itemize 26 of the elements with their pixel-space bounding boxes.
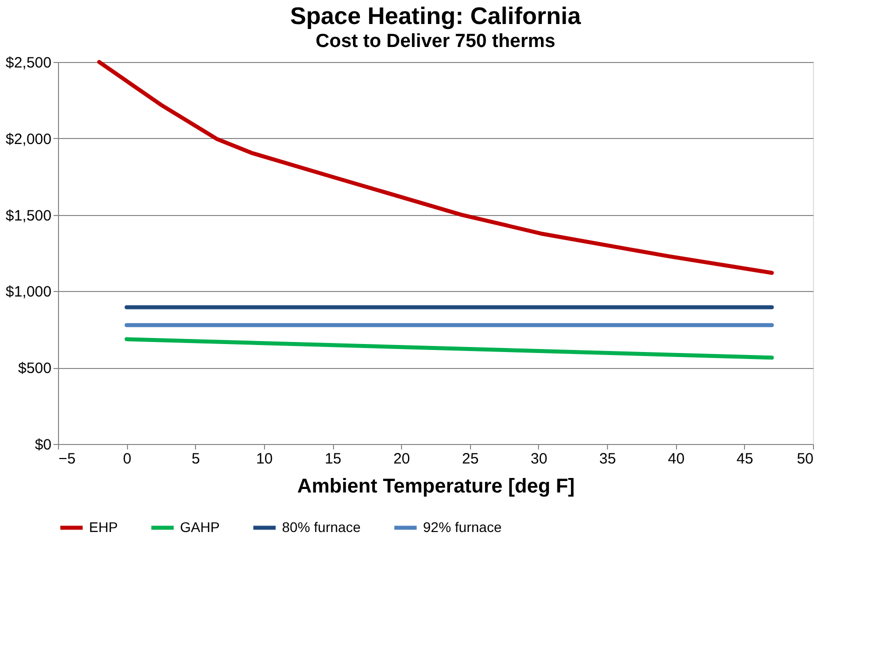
y-tick-label: $1,000	[6, 284, 52, 301]
legend-label: 92% furnace	[423, 518, 502, 535]
x-tick-label: 10	[256, 450, 273, 468]
chart-subtitle: Cost to Deliver 750 therms	[316, 31, 556, 52]
y-tick-label: $1,500	[6, 207, 52, 224]
x-tick-label: 15	[324, 450, 342, 468]
x-tick-label: 45	[736, 450, 754, 468]
y-tick-label: $2,000	[6, 130, 52, 148]
x-tick-label: 5	[192, 450, 200, 468]
x-tick-label: 50	[796, 450, 814, 468]
y-tick-label: $500	[18, 360, 52, 378]
x-tick-label: 20	[393, 450, 410, 468]
legend-label: GAHP	[180, 518, 220, 535]
x-tick-label: 30	[530, 450, 548, 468]
chart-title: Space Heating: California	[290, 3, 582, 30]
x-axis-title: Ambient Temperature [deg F]	[297, 476, 575, 498]
y-tick-label: $0	[34, 436, 52, 454]
legend-label: 80% furnace	[282, 518, 361, 535]
x-tick-label: −5	[58, 450, 76, 468]
x-tick-label: 40	[668, 450, 685, 468]
x-tick-label: 35	[599, 450, 616, 468]
legend-label: EHP	[89, 518, 118, 535]
line-series	[97, 60, 774, 275]
x-tick-label: 0	[122, 450, 132, 468]
y-tick-label: $2,500	[6, 54, 52, 72]
x-tick-label: 25	[462, 450, 479, 468]
